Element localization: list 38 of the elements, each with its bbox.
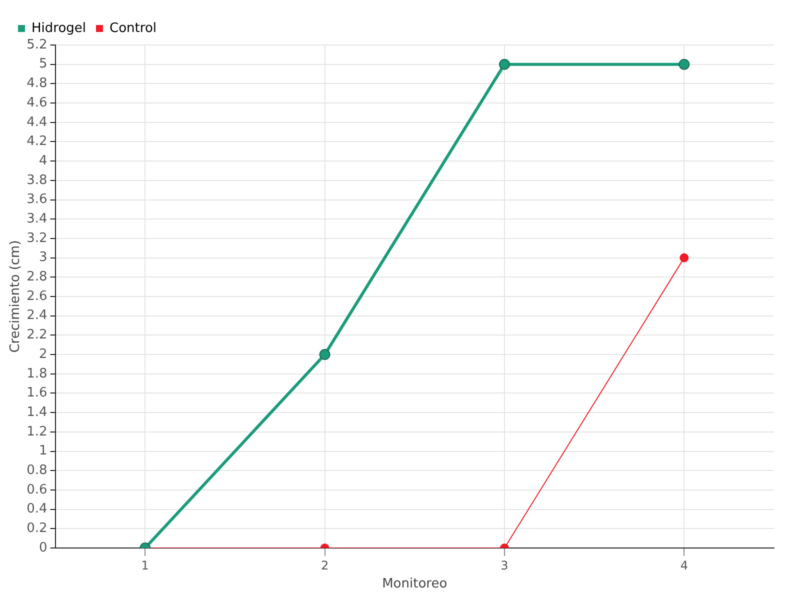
legend-label: Hidrogel	[32, 20, 86, 36]
y-tick-label: 2.8	[26, 270, 48, 285]
y-tick-label: 3	[38, 250, 48, 266]
y-tick-label: 0.6	[26, 482, 48, 498]
x-tick-label: 1	[141, 558, 149, 572]
y-tick-label: 0.2	[26, 521, 48, 536]
legend-label: Control	[110, 20, 157, 36]
y-tick-label: 3.6	[26, 192, 48, 208]
y-tick-label: 3.2	[26, 230, 48, 246]
point	[680, 253, 689, 262]
y-tick-label: 1.4	[26, 404, 48, 420]
point	[678, 58, 690, 70]
y-tick-label: 3.8	[26, 172, 48, 188]
y-tick-label: 1.6	[26, 386, 48, 401]
y-tick-label: 2	[38, 346, 48, 362]
y-tick-label: 3.4	[26, 211, 48, 226]
y-tick-label: 2.2	[26, 328, 48, 343]
y-tick-label: 4.8	[26, 76, 48, 92]
y-axis-title: Crecimiento (cm)	[8, 240, 24, 353]
y-tick-label: 0.4	[26, 502, 48, 517]
y-tick-label: 2.4	[26, 308, 48, 324]
y-tick-label: 5	[38, 56, 48, 72]
y-tick-label: 4	[38, 153, 48, 168]
y-tick-label: 2.6	[26, 288, 48, 304]
x-axis-title: Monitoreo	[382, 576, 448, 592]
y-tick-label: 1	[38, 444, 48, 459]
y-tick-label: 5.2	[26, 37, 48, 52]
y-tick-label: 4.4	[26, 114, 48, 130]
y-tick-label: 0	[38, 540, 48, 556]
point	[498, 58, 510, 70]
x-tick-label: 4	[680, 558, 688, 572]
y-tick-label: 4.6	[26, 95, 48, 110]
y-tick-label: 1.2	[26, 424, 48, 440]
x-tick-label: 2	[320, 558, 329, 572]
y-tick-label: 1.8	[26, 366, 48, 382]
x-tick-label: 3	[500, 558, 508, 572]
y-tick-label: 4.2	[26, 134, 48, 150]
y-tick-label: 0.8	[26, 462, 48, 478]
